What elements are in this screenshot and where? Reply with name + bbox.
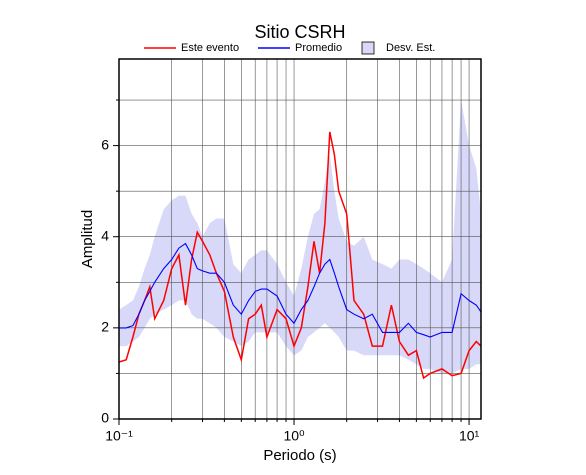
y-tick-label: 6 (101, 136, 109, 152)
legend-label: Este evento (181, 42, 239, 54)
y-tick-label: 0 (101, 410, 109, 426)
legend-swatch (361, 41, 375, 55)
chart-title: Sitio CSRH (254, 22, 345, 42)
y-tick-label: 4 (101, 227, 109, 243)
y-tick-label: 2 (101, 319, 109, 335)
legend-label: Promedio (295, 42, 342, 54)
series-line (118, 131, 482, 380)
x-tick-label: 10⁻¹ (105, 428, 133, 444)
std-band (119, 100, 481, 374)
plot-frame (118, 58, 482, 420)
x-tick-label: 10⁰ (283, 428, 305, 444)
x-axis-label: Periodo (s) (263, 447, 336, 464)
legend-label: Desv. Est. (386, 42, 435, 54)
series-line (119, 242, 482, 338)
y-axis-label: Amplitud (79, 210, 96, 268)
x-tick-label: 10¹ (459, 428, 480, 444)
